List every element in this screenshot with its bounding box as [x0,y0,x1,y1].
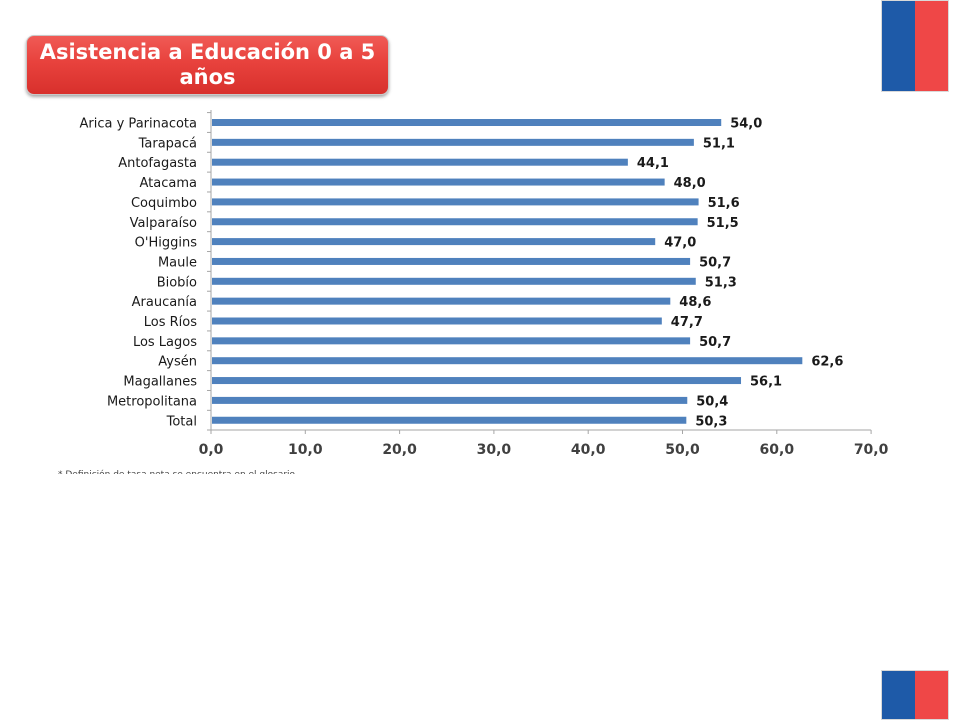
category-label: O'Higgins [135,236,198,251]
data-label: 56,1 [750,375,782,390]
x-tick-label: 10,0 [288,442,323,458]
bar [212,357,803,365]
data-label: 51,3 [705,275,737,290]
data-label: 50,7 [699,255,731,270]
x-tick-label: 70,0 [854,442,889,458]
data-label: 50,7 [699,335,731,350]
category-label: Valparaíso [130,216,197,231]
bar [212,119,722,126]
x-tick-label: 0,0 [199,442,224,458]
data-label: 51,5 [707,216,739,231]
data-label: 47,0 [664,236,696,251]
category-label: Araucanía [132,295,197,310]
data-label: 54,0 [730,117,762,132]
slide-title: Asistencia a Educación 0 a 5 años [26,35,389,95]
bar [212,257,691,265]
bar [212,297,671,305]
bar [212,317,662,325]
footnote: * Definición de tasa neta se encuentra e… [58,466,388,474]
x-tick-label: 50,0 [665,442,700,458]
data-label: 44,1 [637,156,669,171]
flag-blue-stripe [882,671,915,719]
flag-red-stripe [915,671,948,719]
bar [212,138,694,146]
category-label: Metropolitana [107,394,197,409]
category-label: Atacama [140,176,197,191]
x-tick-label: 40,0 [571,442,606,458]
chile-flag-logo-top [881,0,949,92]
bar [212,158,628,166]
data-label: 51,6 [708,196,740,211]
category-label: Aysén [158,355,197,370]
x-tick-label: 60,0 [760,442,795,458]
category-label: Tarapacá [138,136,197,151]
data-label: 50,3 [695,414,727,429]
chart-svg: Arica y Parinacota 54,0 Tarapacá 51,1 Antofa… [80,110,889,458]
category-label: Coquimbo [131,196,197,211]
bar [212,178,665,186]
data-label: 47,7 [671,315,703,330]
category-label: Magallanes [123,375,197,390]
data-label: 62,6 [811,355,843,370]
bar [212,416,687,424]
bar [212,396,688,404]
data-label: 51,1 [703,136,735,151]
category-label: Arica y Parinacota [80,117,197,132]
data-label: 48,6 [679,295,711,310]
bar [212,277,696,285]
category-label: Maule [158,255,197,270]
bar-chart: Arica y Parinacota 54,0 Tarapacá 51,1 Antofa… [0,100,930,480]
chile-flag-logo-bottom [881,670,949,720]
x-tick-label: 20,0 [382,442,417,458]
data-label: 50,4 [696,394,728,409]
category-label: Biobío [157,275,197,290]
x-tick-label: 30,0 [477,442,512,458]
slide-title-text: Asistencia a Educación 0 a 5 años [39,40,376,89]
category-label: Total [166,414,197,429]
bar [212,377,742,385]
data-label: 48,0 [674,176,706,191]
flag-red-stripe [915,1,948,91]
bar [212,198,699,206]
category-label: Los Ríos [144,315,197,330]
bar [212,238,656,246]
category-label: Los Lagos [133,335,197,350]
category-label: Antofagasta [118,156,197,171]
bar [212,337,691,345]
bar [212,218,698,226]
flag-blue-stripe [882,1,915,91]
